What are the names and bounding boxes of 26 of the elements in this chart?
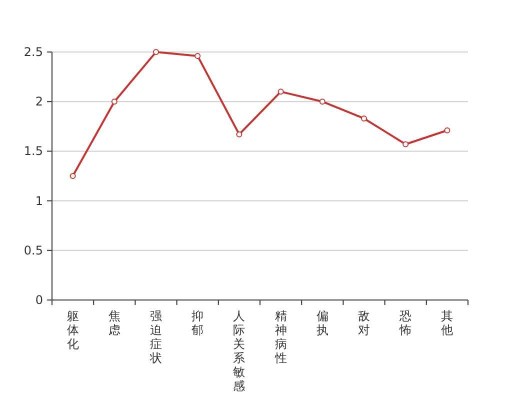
y-tick-label: 2 [35, 94, 43, 109]
x-tick-label: 精神病性 [274, 309, 287, 365]
point [278, 88, 284, 95]
y-tick-label: 1.5 [24, 144, 43, 158]
x-tick-label: 焦虑 [108, 309, 120, 337]
point [236, 131, 242, 138]
x-tick-label: 人际关系敏感 [233, 309, 246, 393]
point [111, 98, 118, 105]
point [70, 173, 76, 179]
y-tick-label: 0.5 [24, 243, 43, 258]
point [402, 141, 409, 148]
x-tick-label: 其他 [441, 309, 454, 337]
x-tick-label: 偏执 [316, 309, 328, 337]
x-tick-label: 躯体化 [66, 309, 79, 351]
point [153, 49, 159, 55]
x-tick-label: 强迫症状 [149, 309, 162, 365]
x-tick-label: 抑郁 [192, 309, 204, 337]
y-tick-label: 2.5 [24, 45, 43, 59]
point [444, 127, 450, 134]
point [319, 98, 326, 105]
point [194, 52, 201, 59]
y-tick-label: 1 [35, 194, 43, 208]
point [361, 115, 367, 122]
x-tick-label: 敌对 [358, 309, 370, 337]
x-tick-label: 恐怖 [398, 309, 412, 337]
y-tick-label: 0 [35, 293, 43, 307]
